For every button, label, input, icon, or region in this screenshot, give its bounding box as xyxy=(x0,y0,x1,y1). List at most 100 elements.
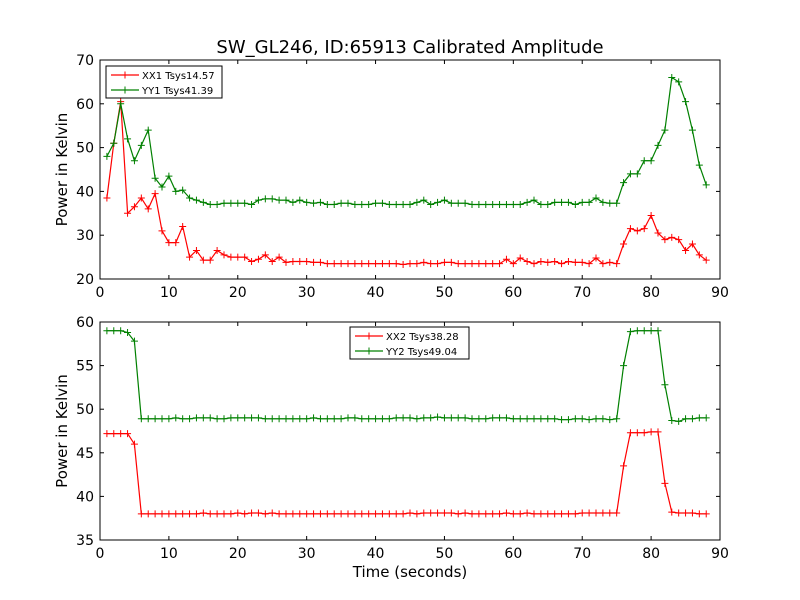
data-point xyxy=(385,510,393,518)
data-point xyxy=(172,239,180,247)
data-point xyxy=(661,126,669,134)
data-point xyxy=(661,381,669,389)
data-point xyxy=(310,258,318,266)
data-point xyxy=(206,510,214,518)
data-point xyxy=(440,196,448,204)
data-point xyxy=(640,157,648,165)
data-point xyxy=(647,428,655,436)
data-point xyxy=(344,414,352,422)
data-point xyxy=(137,141,145,149)
data-point xyxy=(248,414,256,422)
data-point xyxy=(282,415,290,423)
data-point xyxy=(606,509,614,517)
data-point xyxy=(144,205,152,213)
data-point xyxy=(372,199,380,207)
data-point xyxy=(365,201,373,209)
data-point xyxy=(117,430,125,438)
data-point xyxy=(365,415,373,423)
data-point xyxy=(633,227,641,235)
data-point xyxy=(633,429,641,437)
data-point xyxy=(220,251,228,259)
data-point xyxy=(620,462,628,470)
y-tick-label: 30 xyxy=(76,228,94,244)
data-point xyxy=(551,257,559,265)
y-tick-label: 60 xyxy=(76,97,94,113)
data-point xyxy=(186,510,194,518)
data-point xyxy=(303,257,311,265)
data-point xyxy=(344,260,352,268)
data-point xyxy=(199,198,207,206)
x-tick-label: 10 xyxy=(160,285,178,301)
data-point xyxy=(310,510,318,518)
data-point xyxy=(571,510,579,518)
data-point xyxy=(413,198,421,206)
data-point xyxy=(158,510,166,518)
axes-frame-1 xyxy=(99,59,721,280)
data-point xyxy=(351,201,359,209)
data-point xyxy=(110,139,118,147)
data-point xyxy=(179,415,187,423)
data-point xyxy=(289,415,297,423)
data-point xyxy=(289,510,297,518)
data-point xyxy=(558,260,566,268)
data-point xyxy=(682,247,690,255)
data-point xyxy=(227,414,235,422)
data-point xyxy=(275,253,283,261)
data-point xyxy=(523,198,531,206)
data-point xyxy=(537,201,545,209)
data-point xyxy=(647,157,655,165)
data-point xyxy=(613,260,621,268)
data-point xyxy=(103,194,111,202)
x-tick-label: 70 xyxy=(573,546,591,562)
data-point xyxy=(310,199,318,207)
data-point xyxy=(165,172,173,180)
legend-label: YY2 Tsys49.04 xyxy=(385,347,457,358)
data-point xyxy=(268,257,276,265)
data-point xyxy=(206,414,214,422)
data-point xyxy=(626,328,634,336)
data-point xyxy=(179,222,187,230)
data-point xyxy=(227,199,235,207)
data-point xyxy=(475,415,483,423)
data-point xyxy=(434,413,442,421)
data-point xyxy=(599,260,607,268)
data-point xyxy=(668,233,676,241)
x-tick-label: 50 xyxy=(436,546,454,562)
data-point xyxy=(668,74,676,82)
data-point xyxy=(544,258,552,266)
data-point xyxy=(234,199,242,207)
data-point xyxy=(110,430,118,438)
data-point xyxy=(454,414,462,422)
data-point xyxy=(316,258,324,266)
bottom-plot: 0 10 20 30 40 50 60 70 80 90 35 40 45 50 55 60 Power in … xyxy=(53,315,729,562)
data-point xyxy=(268,195,276,203)
data-point xyxy=(323,260,331,268)
y-tick-label: 60 xyxy=(76,315,94,331)
data-point xyxy=(668,508,676,516)
data-point xyxy=(323,201,331,209)
legend-marker xyxy=(121,86,129,94)
data-point xyxy=(282,510,290,518)
data-point xyxy=(434,509,442,517)
data-point xyxy=(199,414,207,422)
data-point xyxy=(702,256,710,264)
data-point xyxy=(661,479,669,487)
data-point xyxy=(385,201,393,209)
data-point xyxy=(248,509,256,517)
data-point xyxy=(585,509,593,517)
data-point xyxy=(413,510,421,518)
data-point xyxy=(103,327,111,335)
data-point xyxy=(620,362,628,370)
data-point xyxy=(406,414,414,422)
data-point xyxy=(682,509,690,517)
data-point xyxy=(365,260,373,268)
data-point xyxy=(585,198,593,206)
data-point xyxy=(564,257,572,265)
data-point xyxy=(241,199,249,207)
data-point xyxy=(440,414,448,422)
data-point xyxy=(613,415,621,423)
y-axis-label: Power in Kelvin xyxy=(53,374,71,488)
data-point xyxy=(282,196,290,204)
x-axis-label: Time (seconds) xyxy=(352,563,468,581)
data-point xyxy=(654,141,662,149)
